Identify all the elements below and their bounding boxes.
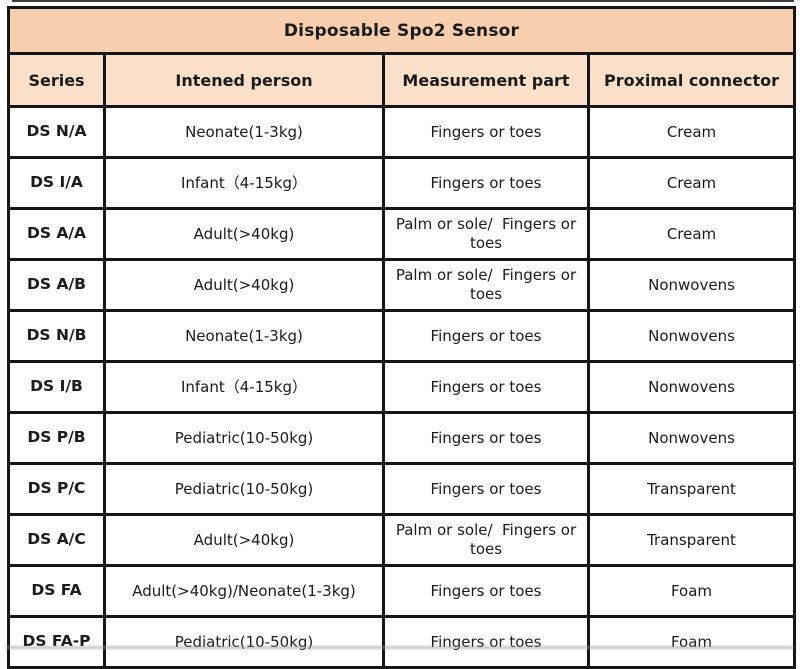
proximal-connector-cell: Nonwovens: [587, 258, 796, 312]
intended-person-cell: Adult(>40kg): [103, 258, 385, 312]
intended-person-cell: Pediatric(10-50kg): [103, 615, 385, 669]
proximal-connector-cell: Nonwovens: [587, 309, 796, 363]
intended-person-cell: Neonate(1-3kg): [103, 105, 385, 159]
measurement-part-cell: Fingers or toes: [382, 360, 590, 414]
proximal-connector-cell: Cream: [587, 105, 796, 159]
measurement-part-cell: Fingers or toes: [382, 156, 590, 210]
intended-person-cell: Pediatric(10-50kg): [103, 462, 385, 516]
measurement-part-cell: Fingers or toes: [382, 564, 590, 618]
proximal-connector-cell: Transparent: [587, 462, 796, 516]
series-cell: DS N/A: [7, 105, 106, 159]
table-head: Disposable Spo2 Sensor Series Intened pe…: [7, 6, 796, 108]
series-cell: DS FA: [7, 564, 106, 618]
series-cell: DS N/B: [7, 309, 106, 363]
series-cell: DS P/B: [7, 411, 106, 465]
measurement-part-cell: Fingers or toes: [382, 615, 590, 669]
measurement-part-cell: Fingers or toes: [382, 105, 590, 159]
bottom-edge-shadow: [6, 646, 794, 649]
intended-person-cell: Neonate(1-3kg): [103, 309, 385, 363]
table-row: DS I/B Infant（4-15kg） Fingers or toes No…: [7, 360, 796, 414]
series-cell: DS I/B: [7, 360, 106, 414]
spo2-sensor-table: Disposable Spo2 Sensor Series Intened pe…: [7, 6, 796, 669]
intended-person-cell: Adult(>40kg): [103, 513, 385, 567]
proximal-connector-cell: Nonwovens: [587, 360, 796, 414]
series-cell: DS A/B: [7, 258, 106, 312]
measurement-part-cell: Fingers or toes: [382, 462, 590, 516]
page: Disposable Spo2 Sensor Series Intened pe…: [6, 0, 796, 669]
intended-person-cell: Adult(>40kg)/Neonate(1-3kg): [103, 564, 385, 618]
series-cell: DS I/A: [7, 156, 106, 210]
table-title: Disposable Spo2 Sensor: [7, 6, 796, 55]
table-row: DS P/B Pediatric(10-50kg) Fingers or toe…: [7, 411, 796, 465]
intended-person-cell: Infant（4-15kg）: [103, 156, 385, 210]
intended-person-cell: Adult(>40kg): [103, 207, 385, 261]
proximal-connector-cell: Transparent: [587, 513, 796, 567]
table-row: DS FA Adult(>40kg)/Neonate(1-3kg) Finger…: [7, 564, 796, 618]
top-edge-line: [12, 0, 794, 2]
measurement-part-cell: Fingers or toes: [382, 411, 590, 465]
title-row: Disposable Spo2 Sensor: [7, 6, 796, 55]
table-row: DS A/C Adult(>40kg) Palm or sole/ Finger…: [7, 513, 796, 567]
table-row: DS I/A Infant（4-15kg） Fingers or toes Cr…: [7, 156, 796, 210]
table-row: DS N/B Neonate(1-3kg) Fingers or toes No…: [7, 309, 796, 363]
series-cell: DS FA-P: [7, 615, 106, 669]
series-cell: DS A/A: [7, 207, 106, 261]
measurement-part-cell: Fingers or toes: [382, 309, 590, 363]
series-cell: DS P/C: [7, 462, 106, 516]
table-row: DS FA-P Pediatric(10-50kg) Fingers or to…: [7, 615, 796, 669]
intended-person-cell: Infant（4-15kg）: [103, 360, 385, 414]
proximal-connector-cell: Foam: [587, 564, 796, 618]
table-row: DS A/A Adult(>40kg) Palm or sole/ Finger…: [7, 207, 796, 261]
measurement-part-cell: Palm or sole/ Fingers or toes: [382, 207, 590, 261]
proximal-connector-cell: Cream: [587, 156, 796, 210]
measurement-part-cell: Palm or sole/ Fingers or toes: [382, 513, 590, 567]
column-header-intended-person: Intened person: [103, 52, 385, 108]
proximal-connector-cell: Nonwovens: [587, 411, 796, 465]
column-header-proximal-connector: Proximal connector: [587, 52, 796, 108]
column-header-measurement-part: Measurement part: [382, 52, 590, 108]
table-row: DS P/C Pediatric(10-50kg) Fingers or toe…: [7, 462, 796, 516]
table-row: DS A/B Adult(>40kg) Palm or sole/ Finger…: [7, 258, 796, 312]
table-row: DS N/A Neonate(1-3kg) Fingers or toes Cr…: [7, 105, 796, 159]
header-row: Series Intened person Measurement part P…: [7, 52, 796, 108]
column-header-series: Series: [7, 52, 106, 108]
series-cell: DS A/C: [7, 513, 106, 567]
proximal-connector-cell: Cream: [587, 207, 796, 261]
measurement-part-cell: Palm or sole/ Fingers or toes: [382, 258, 590, 312]
table-body: DS N/A Neonate(1-3kg) Fingers or toes Cr…: [7, 105, 796, 669]
intended-person-cell: Pediatric(10-50kg): [103, 411, 385, 465]
proximal-connector-cell: Foam: [587, 615, 796, 669]
